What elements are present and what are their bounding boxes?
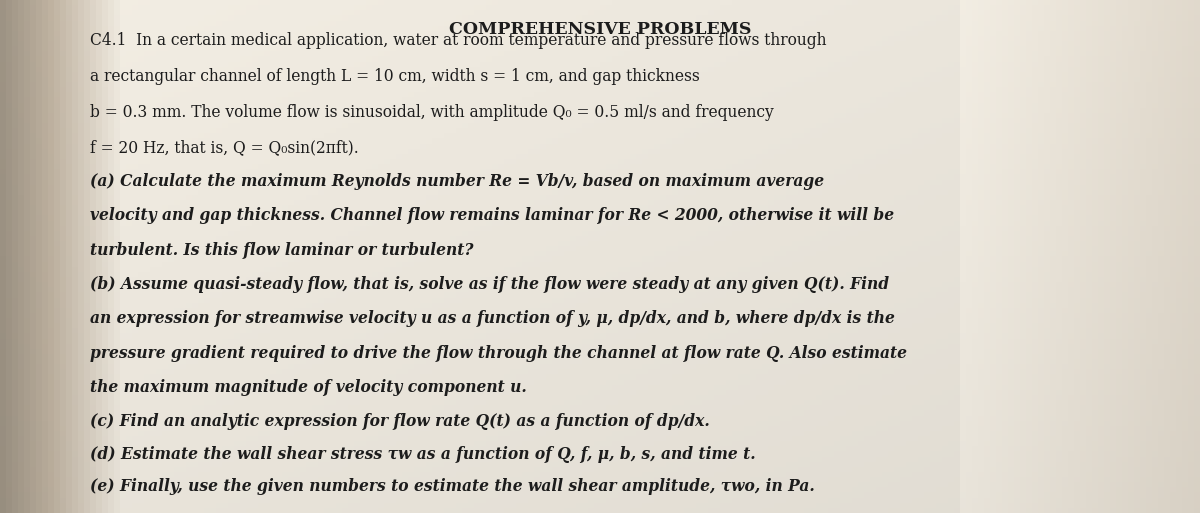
Text: turbulent. Is this flow laminar or turbulent?: turbulent. Is this flow laminar or turbu… bbox=[90, 242, 474, 259]
Text: b = 0.3 mm. The volume flow is sinusoidal, with amplitude Q₀ = 0.5 ml/s and freq: b = 0.3 mm. The volume flow is sinusoida… bbox=[90, 104, 774, 121]
Text: velocity and gap thickness. Channel flow remains laminar for Re < 2000, otherwis: velocity and gap thickness. Channel flow… bbox=[90, 207, 894, 224]
Text: (d) Estimate the wall shear stress τw as a function of Q, f, μ, b, s, and time t: (d) Estimate the wall shear stress τw as… bbox=[90, 446, 756, 463]
Text: the maximum magnitude of velocity component u.: the maximum magnitude of velocity compon… bbox=[90, 379, 527, 396]
Text: (b) Assume quasi-steady flow, that is, solve as if the flow were steady at any g: (b) Assume quasi-steady flow, that is, s… bbox=[90, 276, 889, 293]
Text: (c) Find an analytic expression for flow rate Q(t) as a function of dp/dx.: (c) Find an analytic expression for flow… bbox=[90, 413, 709, 430]
Text: C4.1  In a certain medical application, water at room temperature and pressure f: C4.1 In a certain medical application, w… bbox=[90, 32, 827, 49]
Text: (a) Calculate the maximum Reynolds number Re = Vb/v, based on maximum average: (a) Calculate the maximum Reynolds numbe… bbox=[90, 173, 824, 190]
Text: pressure gradient required to drive the flow through the channel at flow rate Q.: pressure gradient required to drive the … bbox=[90, 345, 907, 362]
Text: a rectangular channel of length L = 10 cm, width s = 1 cm, and gap thickness: a rectangular channel of length L = 10 c… bbox=[90, 68, 700, 85]
Text: COMPREHENSIVE PROBLEMS: COMPREHENSIVE PROBLEMS bbox=[449, 21, 751, 37]
Text: (e) Finally, use the given numbers to estimate the wall shear amplitude, τwo, in: (e) Finally, use the given numbers to es… bbox=[90, 478, 815, 495]
Text: an expression for streamwise velocity u as a function of y, μ, dp/dx, and b, whe: an expression for streamwise velocity u … bbox=[90, 310, 895, 327]
Text: f = 20 Hz, that is, Q = Q₀sin(2πft).: f = 20 Hz, that is, Q = Q₀sin(2πft). bbox=[90, 140, 359, 156]
